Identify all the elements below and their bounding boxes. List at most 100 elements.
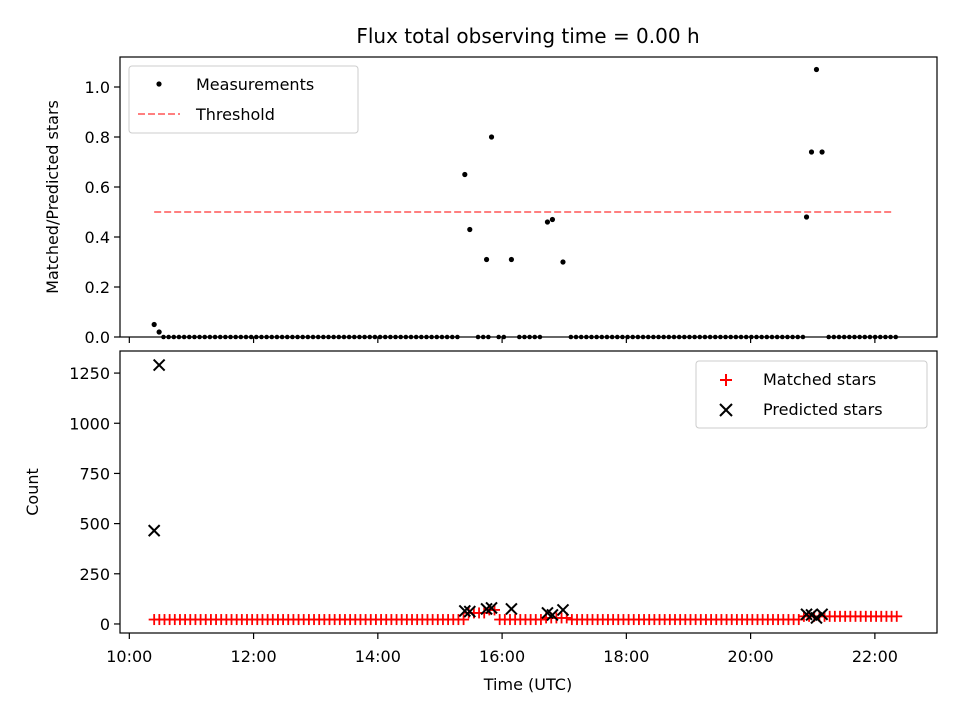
measurement-point bbox=[594, 334, 599, 340]
measurement-point bbox=[666, 334, 672, 340]
measurement-point bbox=[202, 334, 208, 340]
measurement-point bbox=[462, 171, 468, 178]
measurement-point bbox=[836, 334, 842, 340]
matched-star-marker bbox=[891, 610, 903, 622]
measurement-point bbox=[841, 334, 847, 340]
measurement-point bbox=[790, 334, 795, 340]
y-tick-label: 0.4 bbox=[85, 228, 110, 247]
measurement-point bbox=[589, 334, 594, 340]
legend-measurements-marker bbox=[156, 81, 162, 87]
measurement-point bbox=[192, 334, 197, 340]
measurement-point bbox=[156, 329, 162, 335]
measurement-point bbox=[527, 334, 532, 340]
measurement-point bbox=[769, 334, 775, 340]
matched-star-marker bbox=[458, 614, 470, 626]
measurement-point bbox=[362, 334, 367, 340]
measurement-point bbox=[733, 334, 739, 340]
measurement-point bbox=[393, 334, 398, 340]
measurement-point bbox=[176, 334, 182, 340]
measurement-point bbox=[651, 334, 656, 340]
measurement-point bbox=[764, 334, 770, 340]
measurement-point bbox=[718, 334, 723, 340]
predicted-star-marker bbox=[485, 601, 498, 615]
measurement-point bbox=[336, 334, 342, 340]
measurement-point bbox=[661, 334, 666, 340]
measurement-point bbox=[186, 334, 192, 340]
measurement-point bbox=[483, 256, 490, 263]
measurement-point bbox=[398, 334, 404, 340]
measurement-point bbox=[522, 334, 527, 340]
measurement-point bbox=[284, 334, 290, 340]
y-tick-label: 0.8 bbox=[85, 128, 110, 147]
measurement-point bbox=[181, 334, 187, 340]
predicted-star-marker bbox=[458, 604, 472, 618]
measurement-point bbox=[269, 334, 275, 340]
measurement-point bbox=[233, 334, 238, 340]
measurement-point bbox=[728, 334, 734, 340]
bottom-x-axis: 10:00 12:00 14:00 16:00 18:00 20:00 22:00 bbox=[106, 633, 898, 666]
measurement-point bbox=[161, 334, 166, 340]
measurement-point bbox=[467, 226, 473, 233]
measurement-point bbox=[439, 334, 445, 340]
legend-matched-label: Matched stars bbox=[763, 370, 876, 389]
measurement-point bbox=[630, 334, 636, 340]
measurement-point bbox=[341, 334, 347, 340]
measurement-point bbox=[712, 334, 718, 340]
x-tick-label: 16:00 bbox=[479, 647, 525, 666]
measurement-point bbox=[413, 334, 419, 340]
measurement-point bbox=[867, 334, 873, 340]
measurement-point bbox=[315, 334, 321, 340]
measurement-point bbox=[419, 334, 424, 340]
measurement-point bbox=[544, 219, 551, 225]
measurement-point bbox=[584, 334, 589, 340]
measurement-point bbox=[800, 334, 806, 340]
measurement-point bbox=[893, 334, 899, 340]
measurement-point bbox=[888, 334, 893, 340]
measurement-point bbox=[537, 334, 543, 340]
predicted-star-marker bbox=[556, 603, 570, 617]
chart-title: Flux total observing time = 0.00 h bbox=[356, 24, 699, 48]
x-axis-label: Time (UTC) bbox=[483, 675, 572, 694]
legend-threshold-label: Threshold bbox=[195, 105, 275, 124]
measurement-point bbox=[382, 334, 388, 340]
predicted-star-marker bbox=[147, 524, 161, 537]
measurement-point bbox=[217, 334, 223, 340]
y-tick-label: 0.2 bbox=[85, 278, 110, 297]
y-tick-label: 1250 bbox=[69, 364, 110, 383]
measurement-point bbox=[367, 334, 373, 340]
measurement-point bbox=[682, 334, 687, 340]
measurement-point bbox=[640, 334, 646, 340]
measurement-point bbox=[549, 216, 556, 223]
x-tick-label: 18:00 bbox=[603, 647, 649, 666]
legend-measurements-label: Measurements bbox=[196, 75, 314, 94]
measurement-point bbox=[429, 334, 434, 340]
measurement-point bbox=[599, 334, 605, 340]
legend-matched-marker bbox=[720, 374, 732, 386]
measurement-point bbox=[243, 334, 249, 340]
measurement-point bbox=[346, 334, 352, 340]
measurement-point bbox=[847, 334, 852, 340]
measurement-point bbox=[819, 149, 825, 155]
measurement-point bbox=[604, 334, 610, 340]
measurement-point bbox=[687, 334, 692, 340]
measurement-point bbox=[480, 334, 486, 340]
measurement-point bbox=[357, 334, 362, 340]
bottom-y-axis-label: Count bbox=[23, 468, 42, 516]
y-tick-label: 0.0 bbox=[85, 328, 110, 347]
measurement-point bbox=[434, 334, 440, 340]
measurement-point bbox=[238, 334, 244, 340]
measurement-point bbox=[501, 334, 507, 340]
measurement-point bbox=[151, 321, 157, 328]
predicted-star-marker bbox=[505, 602, 518, 616]
legend-predicted-marker bbox=[719, 403, 733, 417]
measurement-point bbox=[795, 334, 801, 340]
measurement-point bbox=[508, 256, 515, 263]
measurement-point bbox=[279, 334, 285, 340]
predicted-star-marker bbox=[546, 608, 559, 622]
measurement-point bbox=[852, 334, 857, 340]
measurement-point bbox=[351, 334, 357, 340]
measurement-point bbox=[310, 334, 316, 340]
measurement-point bbox=[331, 334, 336, 340]
measurement-point bbox=[326, 334, 331, 340]
